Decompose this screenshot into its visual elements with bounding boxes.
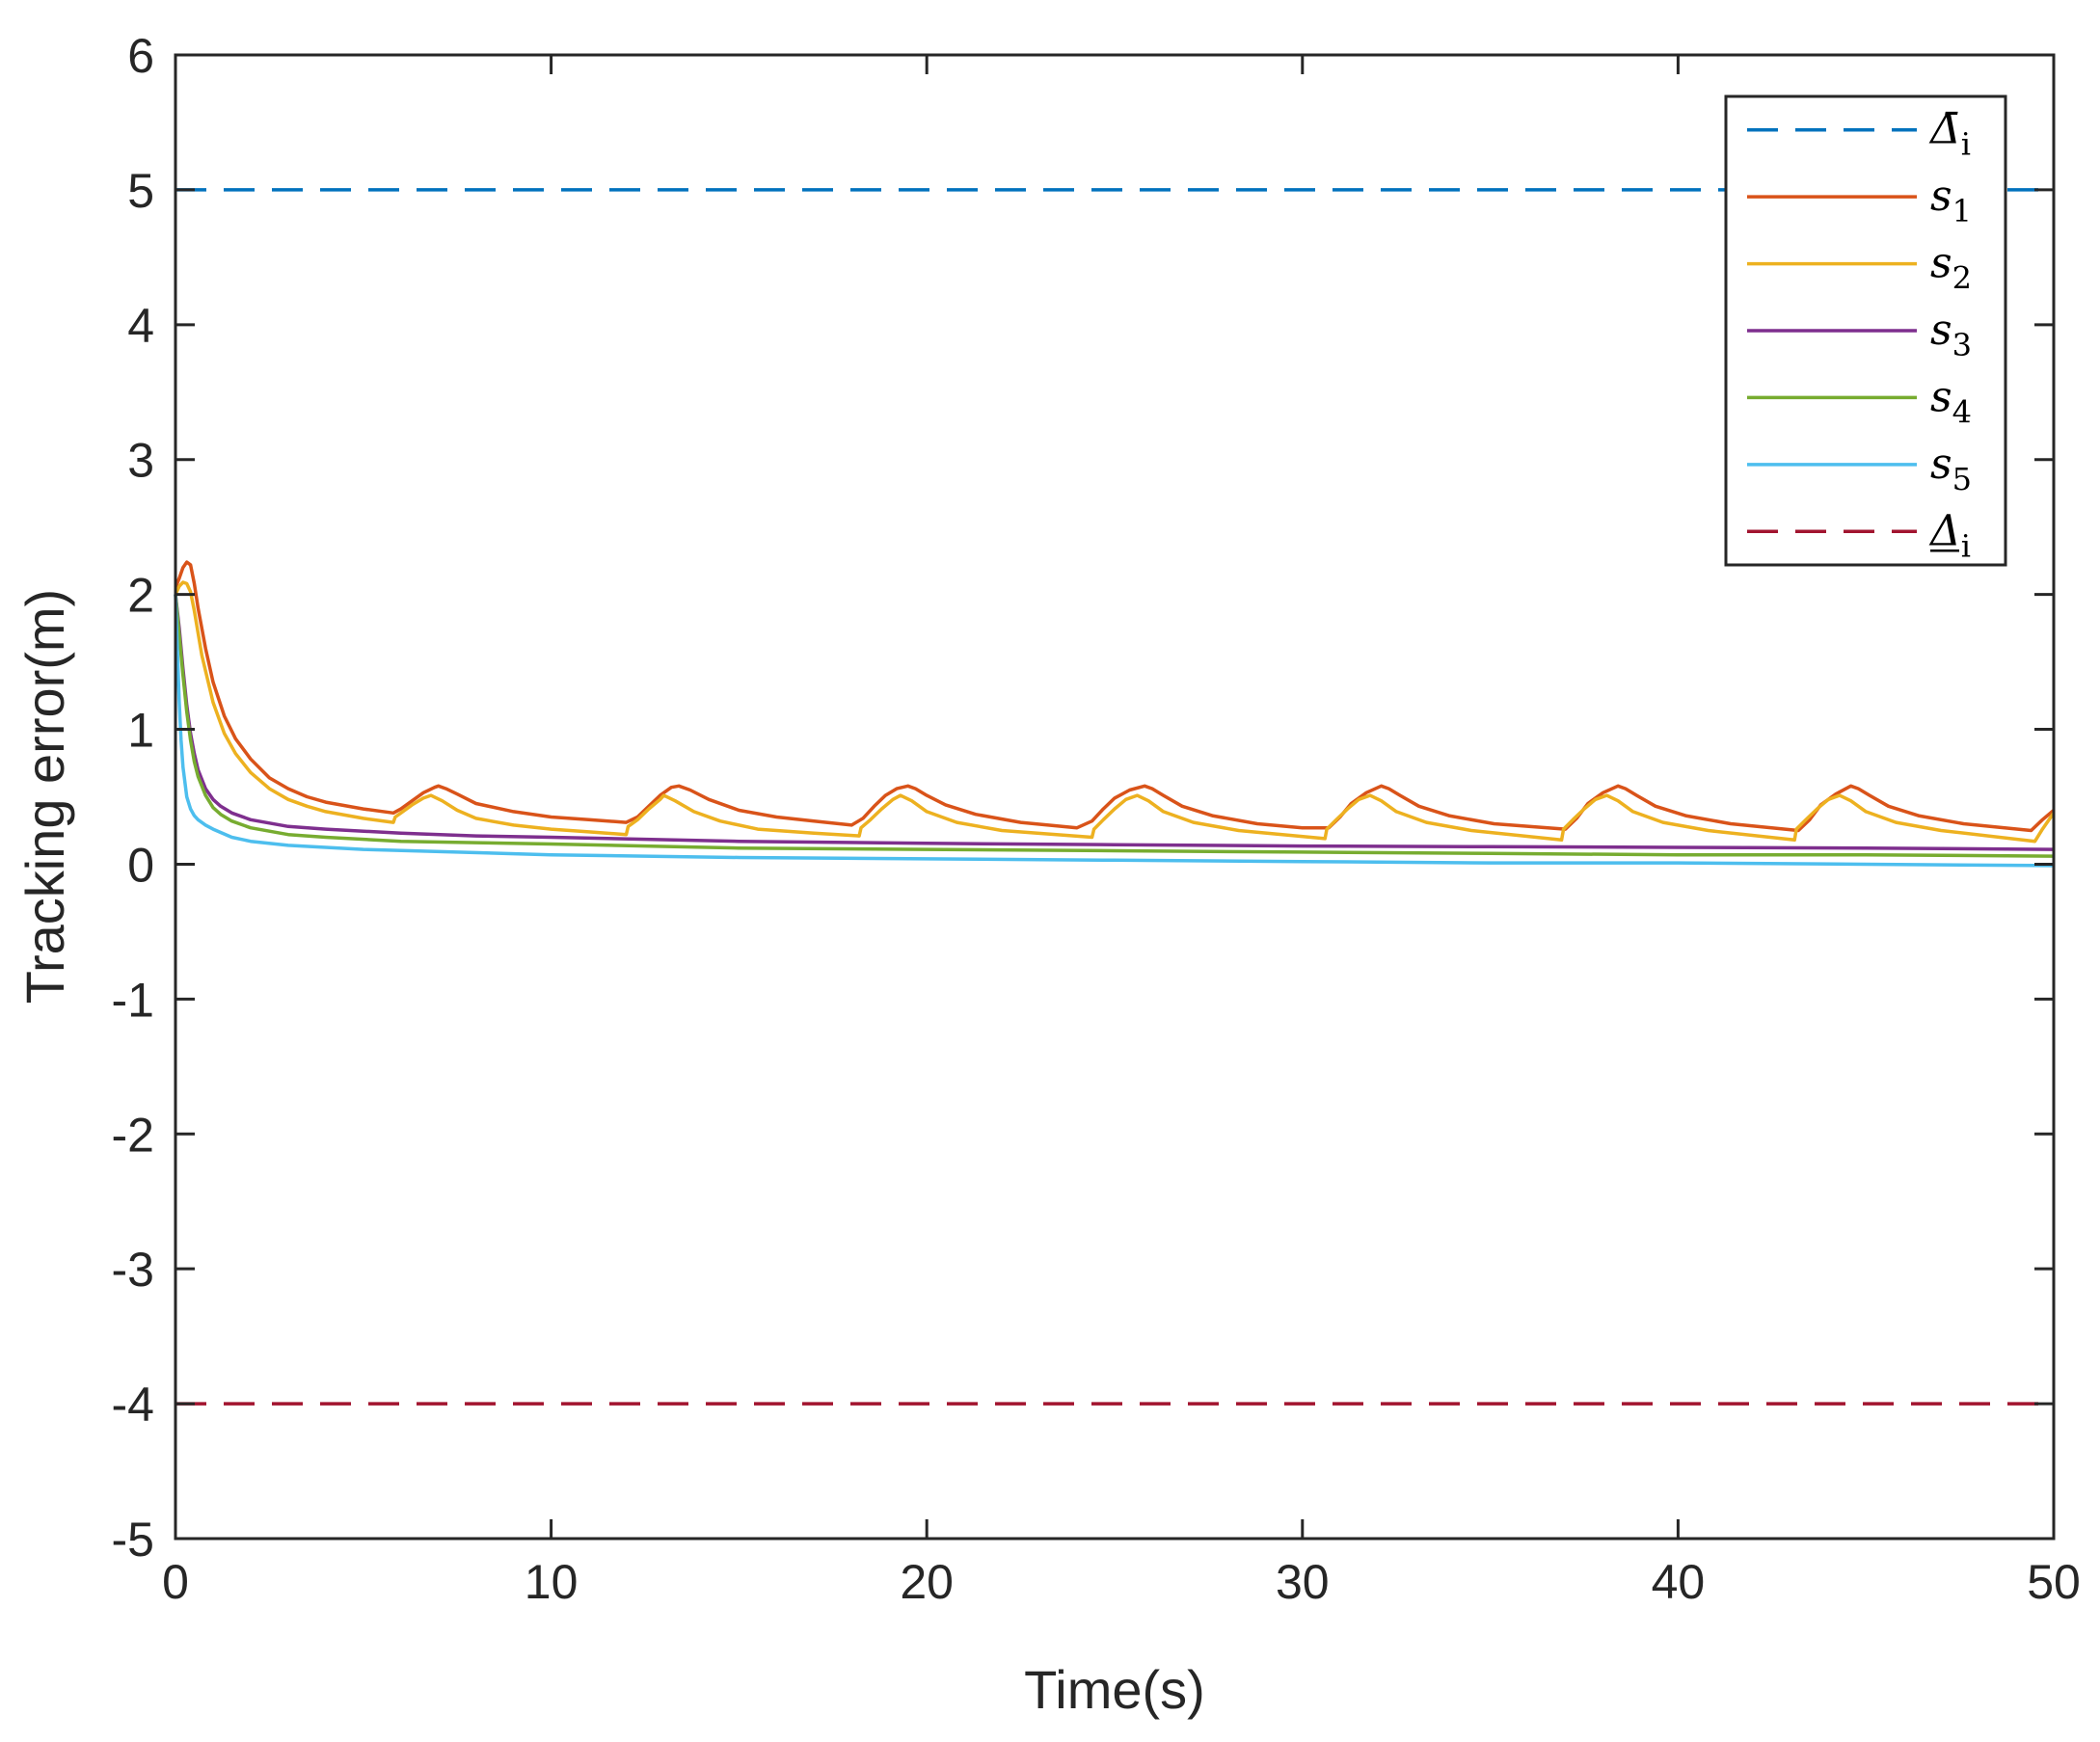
legend-label-3: s2 (1930, 239, 1972, 297)
x-tick-label: 0 (162, 1555, 189, 1609)
legend-label-2: s1 (1930, 172, 1972, 229)
legend-label-base: s (1930, 372, 1952, 421)
y-tick-label: 1 (127, 704, 154, 758)
legend-label-6: s5 (1930, 440, 1972, 497)
y-tick-label: 3 (127, 434, 154, 488)
legend-label-1: Δ̄i (1928, 105, 1971, 163)
legend-label-base: s (1930, 440, 1952, 489)
legend-label-base: Δ̄ (1928, 105, 1961, 154)
y-tick-label: -1 (112, 973, 154, 1027)
legend-label-subscript: i (1961, 527, 1971, 564)
y-axis-title: Tracking error(m) (14, 589, 75, 1004)
y-tick-label: -4 (112, 1378, 154, 1432)
y-tick-label: 2 (127, 569, 154, 623)
y-tick-label: -5 (112, 1513, 154, 1567)
legend-label-base: s (1930, 172, 1952, 221)
y-tick-label: 4 (127, 299, 154, 353)
plot-frame (174, 53, 2056, 1541)
legend-label-subscript: 4 (1952, 393, 1972, 430)
legend-label-5: s4 (1930, 372, 1972, 430)
y-tick-label: 5 (127, 164, 154, 218)
series-layer (174, 188, 2056, 1406)
y-tick-label: -3 (112, 1243, 154, 1297)
x-tick-label: 50 (2027, 1555, 2081, 1609)
legend-label-subscript: 5 (1952, 461, 1972, 497)
legend-label-subscript: 1 (1952, 193, 1972, 229)
x-axis-title: Time(s) (1024, 1659, 1205, 1720)
ticks-layer: 0 10 20 30 40 50 -5 -4 -3 -2 -1 0 1 2 3 4 5 6 (112, 29, 2081, 1609)
legend-label-7: Δi (1928, 506, 1971, 564)
y-tick-label: 6 (127, 29, 154, 83)
x-tick-label: 30 (1276, 1555, 1330, 1609)
legend-label-base: s (1930, 239, 1952, 288)
x-tick-label: 40 (1652, 1555, 1706, 1609)
legend-label-subscript: i (1961, 126, 1971, 163)
series-line-6 (174, 594, 2055, 868)
series-line-2 (174, 560, 2056, 833)
series-line-3 (174, 580, 2056, 844)
x-tick-label: 20 (900, 1555, 954, 1609)
legend-label-base: s (1930, 306, 1952, 355)
series-line-5 (174, 594, 2055, 858)
y-tick-label: 0 (127, 838, 154, 892)
legend-label-base: Δ (1928, 506, 1961, 555)
legend-label-subscript: 3 (1952, 327, 1972, 363)
legend-label-4: s3 (1930, 306, 1972, 363)
y-tick-label: -2 (112, 1108, 154, 1162)
x-tick-label: 10 (525, 1555, 579, 1609)
legend-label-subscript: 2 (1952, 260, 1972, 297)
